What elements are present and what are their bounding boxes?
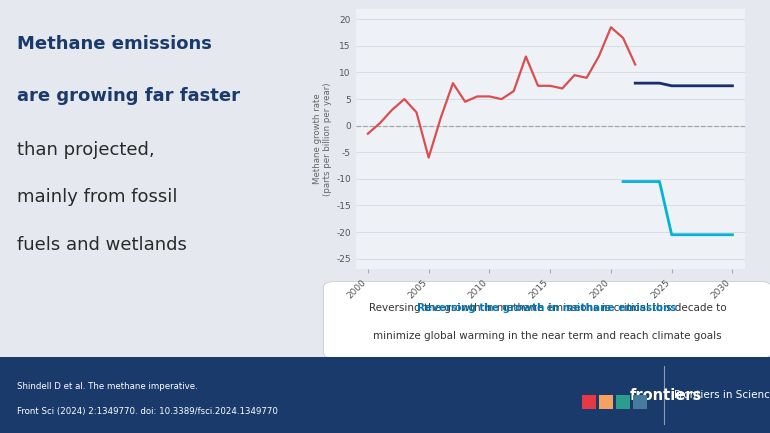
FancyBboxPatch shape	[0, 357, 770, 433]
Text: are growing far faster: are growing far faster	[17, 87, 240, 105]
FancyBboxPatch shape	[582, 395, 596, 409]
Text: fuels and wetlands: fuels and wetlands	[17, 236, 187, 254]
Text: minimize global warming in the near term and reach climate goals: minimize global warming in the near term…	[373, 331, 721, 341]
Text: frontiers: frontiers	[630, 388, 702, 403]
FancyBboxPatch shape	[323, 281, 770, 359]
Text: Front Sci (2024) 2:1349770. doi: 10.3389/fsci.2024.1349770: Front Sci (2024) 2:1349770. doi: 10.3389…	[17, 407, 278, 416]
Text: Reversing the growth in methane emissions is critical this decade to: Reversing the growth in methane emission…	[369, 304, 726, 313]
FancyBboxPatch shape	[616, 395, 630, 409]
Text: Shindell D et al. The methane imperative.: Shindell D et al. The methane imperative…	[17, 381, 198, 391]
Text: Reversing the growth in methane emissions: Reversing the growth in methane emission…	[417, 304, 677, 313]
FancyBboxPatch shape	[633, 395, 647, 409]
Text: mainly from fossil: mainly from fossil	[17, 188, 177, 207]
FancyBboxPatch shape	[599, 395, 613, 409]
Text: Methane emissions: Methane emissions	[17, 35, 212, 53]
Y-axis label: Methane growth rate
(parts per billion per year): Methane growth rate (parts per billion p…	[313, 82, 332, 196]
Text: than projected,: than projected,	[17, 141, 155, 159]
Text: Frontiers in Science: Frontiers in Science	[674, 390, 770, 400]
